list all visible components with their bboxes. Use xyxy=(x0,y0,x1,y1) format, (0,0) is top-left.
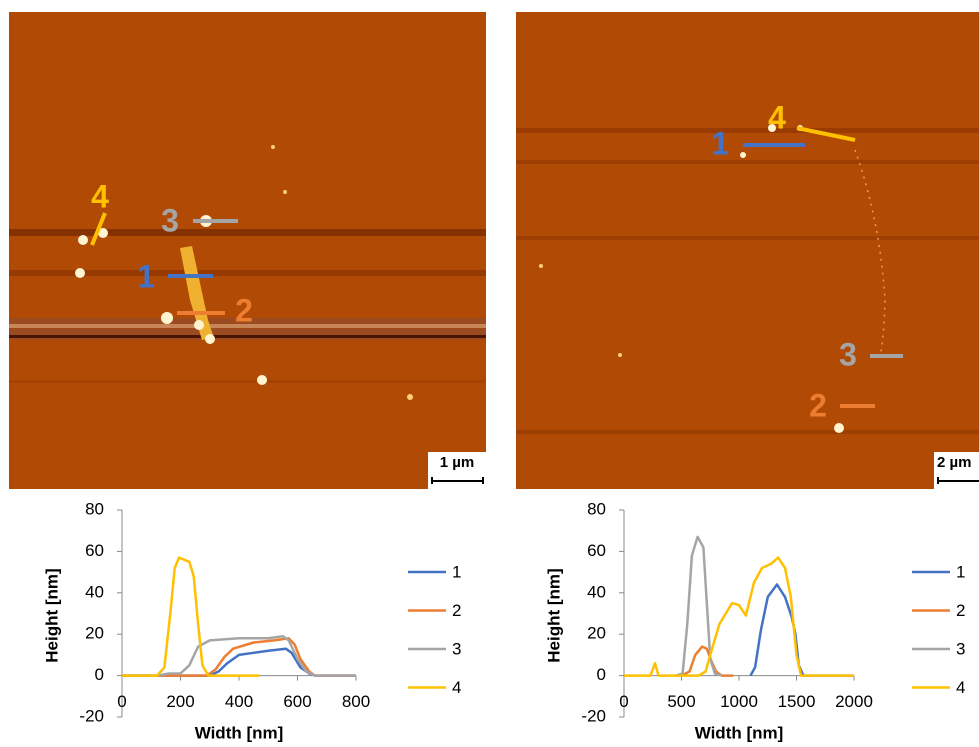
profile-label: 3 xyxy=(839,336,857,372)
y-tick-label: 0 xyxy=(597,665,606,684)
y-tick-label: 0 xyxy=(95,665,104,684)
legend-label: 3 xyxy=(452,639,461,658)
profile-label: 2 xyxy=(235,292,253,328)
x-tick-label: 200 xyxy=(166,692,194,711)
y-tick-label: 80 xyxy=(587,499,606,518)
profile-label: 2 xyxy=(809,387,827,423)
y-tick-label: 40 xyxy=(587,582,606,601)
series-line xyxy=(122,556,260,677)
x-tick-label: 1000 xyxy=(720,692,758,711)
y-tick-label: 60 xyxy=(587,541,606,560)
x-axis-label: Width [nm] xyxy=(695,723,784,742)
x-tick-label: 1500 xyxy=(778,692,816,711)
scale-bar-label: 1 µm xyxy=(440,454,475,471)
x-tick-label: 0 xyxy=(117,692,126,711)
y-axis-label: Height [nm] xyxy=(544,568,563,662)
legend-label: 3 xyxy=(956,639,965,658)
legend-label: 4 xyxy=(956,678,965,697)
series-line xyxy=(122,647,356,677)
legend-label: 1 xyxy=(956,562,965,581)
series-line xyxy=(624,556,854,677)
profile-label: 1 xyxy=(711,125,729,161)
series-line xyxy=(675,535,723,677)
y-axis-label: Height [nm] xyxy=(42,568,61,662)
x-tick-label: 800 xyxy=(342,692,370,711)
scale-bar-label: 2 µm xyxy=(937,454,972,471)
y-tick-label: 40 xyxy=(85,582,104,601)
series-line xyxy=(749,583,854,677)
series-line xyxy=(122,635,356,677)
y-tick-label: 60 xyxy=(85,541,104,560)
profile-label: 4 xyxy=(768,99,786,135)
x-tick-label: 400 xyxy=(225,692,253,711)
x-tick-label: 500 xyxy=(667,692,695,711)
legend-label: 1 xyxy=(452,562,461,581)
profile-label: 4 xyxy=(91,178,109,214)
legend-label: 2 xyxy=(956,601,965,620)
y-tick-label: 20 xyxy=(85,624,104,643)
y-tick-label: 80 xyxy=(85,499,104,518)
afm-image: 1 2 3 4 1 µm xyxy=(9,12,486,489)
x-axis-label: Width [nm] xyxy=(195,723,284,742)
x-tick-label: 600 xyxy=(283,692,311,711)
afm-image: 1 2 3 4 2 µm xyxy=(516,12,979,489)
series-line xyxy=(122,637,356,677)
legend-label: 2 xyxy=(452,601,461,620)
y-tick-label: -20 xyxy=(79,706,104,725)
x-tick-label: 0 xyxy=(619,692,628,711)
profile-label: 1 xyxy=(137,258,155,294)
profile-label: 3 xyxy=(161,202,179,238)
y-tick-label: 20 xyxy=(587,624,606,643)
y-tick-label: -20 xyxy=(581,706,606,725)
legend-label: 4 xyxy=(452,678,461,697)
x-tick-label: 2000 xyxy=(835,692,873,711)
